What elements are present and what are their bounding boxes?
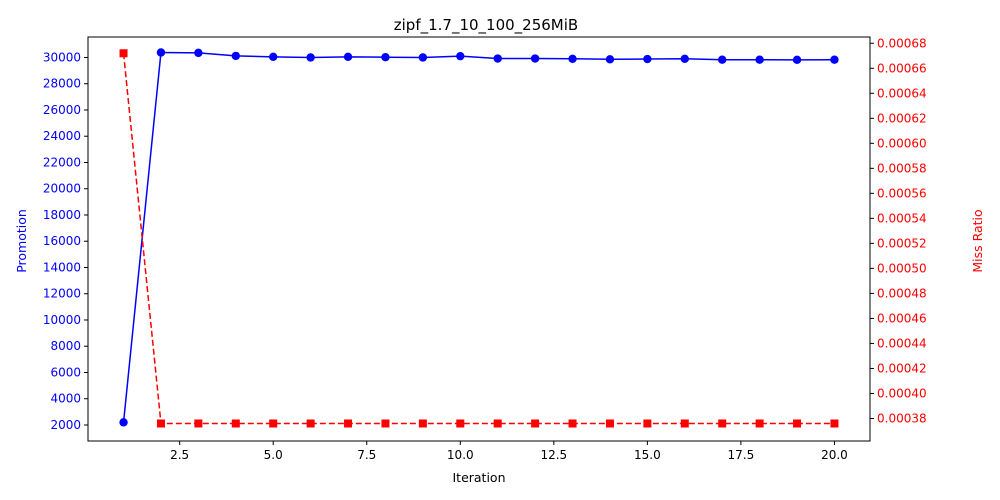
left-series-point (605, 55, 615, 64)
x-tick-label: 12.5 (540, 448, 567, 462)
right-series-point (456, 419, 465, 428)
right-y-tick-label: 0.00060 (877, 136, 927, 150)
x-axis: 2.5 5.0 7.5 10.0 12.5 15.0 17.5 20.0 (170, 441, 848, 462)
left-series-point (269, 52, 278, 62)
right-series-point (793, 419, 802, 428)
right-y-tick-label: 0.00052 (877, 236, 927, 250)
right-series-point (605, 419, 614, 428)
left-y-axis: 2000 4000 6000 8000 10000 12000 14000 16000 1800… (43, 50, 88, 432)
right-series-point (643, 419, 652, 428)
left-series-point (493, 54, 502, 63)
right-y-tick-label: 0.00050 (877, 261, 927, 275)
right-y-tick-label: 0.00046 (877, 311, 927, 325)
right-series-point (418, 419, 427, 428)
left-series-point (792, 55, 802, 65)
left-series-line (122, 51, 835, 423)
right-y-tick-label: 0.00042 (877, 361, 927, 375)
right-series-point (718, 419, 727, 428)
x-tick-label: 2.5 (170, 448, 189, 462)
right-series-point (680, 419, 689, 428)
left-series-point (306, 53, 315, 62)
x-tick-label: 17.5 (728, 448, 755, 462)
right-series-point (344, 419, 353, 428)
right-series-point (269, 419, 278, 428)
x-tick-label: 20.0 (821, 448, 848, 462)
left-y-tick-label: 12000 (43, 287, 81, 301)
x-axis-label: Iteration (452, 470, 505, 485)
right-y-tick-label: 0.00048 (877, 286, 927, 300)
right-series-point (194, 419, 203, 428)
right-y-tick-label: 0.00056 (877, 186, 927, 200)
chart-title: zipf_1.7_10_100_256MiB (394, 16, 578, 35)
left-y-tick-label: 10000 (43, 313, 81, 327)
right-y-tick-label: 0.00062 (877, 111, 927, 125)
left-series-point (530, 54, 540, 63)
right-series-point (306, 419, 315, 428)
left-y-tick-label: 28000 (43, 77, 81, 91)
left-y-tick-label: 20000 (43, 182, 81, 196)
left-series-point (755, 55, 764, 64)
right-series-point (156, 419, 165, 428)
left-series-point (418, 53, 428, 62)
right-series-point (531, 419, 540, 428)
left-y-tick-label: 8000 (50, 339, 81, 353)
right-y-tick-label: 0.00068 (877, 36, 927, 50)
left-series-point (718, 55, 727, 64)
right-y-tick-label: 0.00058 (877, 161, 927, 175)
left-y-tick-label: 26000 (43, 103, 81, 117)
left-series-point (568, 54, 577, 63)
right-y-tick-label: 0.00044 (877, 336, 927, 350)
right-y-tick-label: 0.00066 (877, 61, 927, 75)
right-series-line (122, 53, 835, 425)
left-y-tick-label: 4000 (50, 392, 81, 406)
left-series-point (456, 51, 465, 61)
left-series-point (119, 418, 128, 427)
right-series-point (830, 419, 839, 428)
left-series-point (156, 48, 166, 57)
x-tick-label: 15.0 (634, 448, 661, 462)
left-series-point (680, 54, 689, 63)
right-y-axis-label: Miss Ratio (970, 209, 985, 272)
left-series-point (643, 54, 652, 64)
left-y-tick-label: 30000 (43, 50, 81, 64)
left-y-tick-label: 2000 (50, 418, 81, 432)
series-group (119, 48, 839, 428)
right-series-point (493, 419, 502, 428)
x-tick-label: 5.0 (264, 448, 283, 462)
right-y-tick-label: 0.00040 (877, 386, 927, 400)
x-tick-label: 10.0 (447, 448, 474, 462)
left-y-tick-label: 14000 (43, 260, 81, 274)
right-series-point (231, 419, 240, 428)
right-series-point (568, 419, 577, 428)
plot-area (87, 36, 871, 442)
left-series-point (231, 51, 240, 61)
left-y-tick-label: 22000 (43, 155, 81, 169)
right-y-axis: 0.00038 0.00040 0.00042 0.00044 0.00046 0.000… (870, 36, 927, 425)
left-y-tick-label: 18000 (43, 208, 81, 222)
left-y-tick-label: 24000 (43, 129, 81, 143)
right-series-point (381, 419, 390, 428)
right-series-point (119, 49, 128, 58)
left-series-point (194, 48, 203, 58)
right-y-tick-label: 0.00064 (877, 86, 927, 100)
left-y-tick-label: 6000 (50, 365, 81, 379)
right-series-point (755, 419, 764, 428)
left-y-axis-label: Promotion (14, 209, 29, 273)
left-series-point (381, 53, 390, 62)
left-series-point (830, 55, 839, 64)
right-y-tick-label: 0.00038 (877, 411, 927, 425)
left-series-point (343, 52, 353, 62)
right-y-tick-label: 0.00054 (877, 211, 927, 225)
left-y-tick-label: 16000 (43, 234, 81, 248)
x-tick-label: 7.5 (357, 448, 376, 462)
